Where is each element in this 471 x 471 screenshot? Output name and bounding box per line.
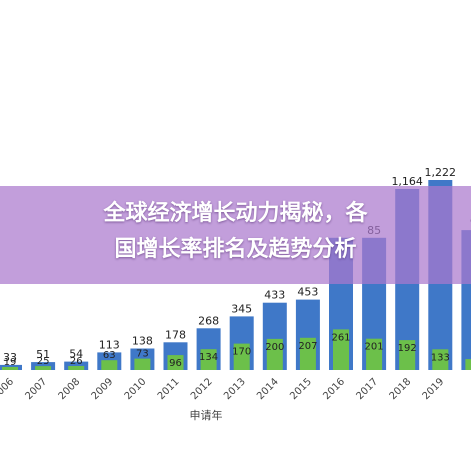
label-total-2018: 1,164 bbox=[391, 175, 423, 188]
x-axis-title: 申请年 bbox=[190, 408, 223, 422]
label-sub-2017: 201 bbox=[365, 342, 384, 353]
label-total-2019: 1,222 bbox=[425, 166, 457, 179]
bar-sub-2012 bbox=[200, 349, 217, 370]
label-sub-2008: 26 bbox=[70, 356, 83, 367]
label-sub-2015: 207 bbox=[298, 341, 317, 352]
bar-sub-2017 bbox=[366, 338, 383, 370]
bar-sub-2019 bbox=[432, 349, 449, 370]
label-total-2014: 433 bbox=[264, 289, 285, 302]
bar-sub-2007 bbox=[35, 366, 52, 370]
bar-sub-2014 bbox=[266, 338, 283, 370]
bar-sub-2020 bbox=[465, 359, 471, 370]
headline-line-1: 全球经济增长动力揭秘，各 bbox=[103, 201, 368, 226]
label-sub-2013: 170 bbox=[232, 347, 251, 358]
label-total-2009: 113 bbox=[99, 338, 120, 351]
x-tick-2011: 2011 bbox=[156, 376, 182, 402]
x-tick-2008: 2008 bbox=[57, 376, 83, 402]
label-total-2011: 178 bbox=[165, 328, 186, 341]
label-sub-2010: 73 bbox=[136, 349, 149, 360]
label-sub-2009: 63 bbox=[103, 350, 116, 361]
bar-total-2007 bbox=[31, 362, 56, 370]
label-total-2012: 268 bbox=[198, 314, 219, 327]
x-tick-2009: 2009 bbox=[90, 376, 116, 402]
label-sub-2016: 261 bbox=[331, 332, 350, 343]
x-tick-2015: 2015 bbox=[288, 376, 314, 402]
bar-sub-2018 bbox=[399, 340, 416, 370]
x-tick-2010: 2010 bbox=[123, 376, 149, 402]
x-tick-2007: 2007 bbox=[23, 376, 49, 402]
x-tick-2017: 2017 bbox=[354, 376, 380, 402]
label-sub-2014: 200 bbox=[265, 342, 284, 353]
bar-sub-2015 bbox=[299, 337, 316, 370]
label-total-2007: 51 bbox=[36, 348, 50, 361]
bar-sub-2013 bbox=[233, 343, 250, 370]
bar-sub-2006 bbox=[2, 367, 18, 370]
x-tick-2012: 2012 bbox=[189, 376, 215, 402]
headline-line-2: 国增长率排名及趋势分析 bbox=[114, 237, 357, 262]
title-overlay-band bbox=[0, 186, 471, 284]
x-tick-2018: 2018 bbox=[388, 376, 414, 402]
x-tick-2016: 2016 bbox=[321, 376, 347, 402]
x-tick-2006: 2006 bbox=[0, 376, 16, 402]
label-sub-2019: 133 bbox=[431, 352, 450, 363]
bar-total-2020 bbox=[461, 230, 471, 370]
label-sub-2006: 19 bbox=[4, 357, 17, 368]
label-total-2006: 33 bbox=[3, 351, 17, 364]
bar-sub-2008 bbox=[68, 366, 85, 370]
bar-total-2008 bbox=[64, 361, 89, 370]
x-tick-labels: 2006 2007 2008 2009 2010 2011 2012 2013 2014 2015… bbox=[0, 376, 446, 402]
label-total-2013: 345 bbox=[231, 302, 252, 315]
label-total-2010: 138 bbox=[132, 335, 153, 348]
label-sub-2007: 25 bbox=[37, 356, 50, 367]
bar-sub-2010 bbox=[134, 358, 151, 370]
x-tick-2019: 2019 bbox=[421, 376, 447, 402]
bar-sub-2009 bbox=[101, 360, 118, 370]
headline: 全球经济增长动力揭秘，各 国增长率排名及趋势分析 bbox=[0, 196, 471, 268]
x-tick-2013: 2013 bbox=[222, 376, 248, 402]
label-sub-2018: 192 bbox=[398, 343, 417, 354]
bar-sub-2016 bbox=[333, 329, 349, 370]
label-sub-2011: 96 bbox=[169, 358, 182, 369]
x-tick-2014: 2014 bbox=[255, 376, 281, 402]
label-total-2008: 54 bbox=[69, 348, 83, 361]
label-total-2015: 453 bbox=[297, 286, 318, 299]
bar-sub-2011 bbox=[167, 355, 184, 370]
label-sub-2012: 134 bbox=[199, 352, 218, 363]
